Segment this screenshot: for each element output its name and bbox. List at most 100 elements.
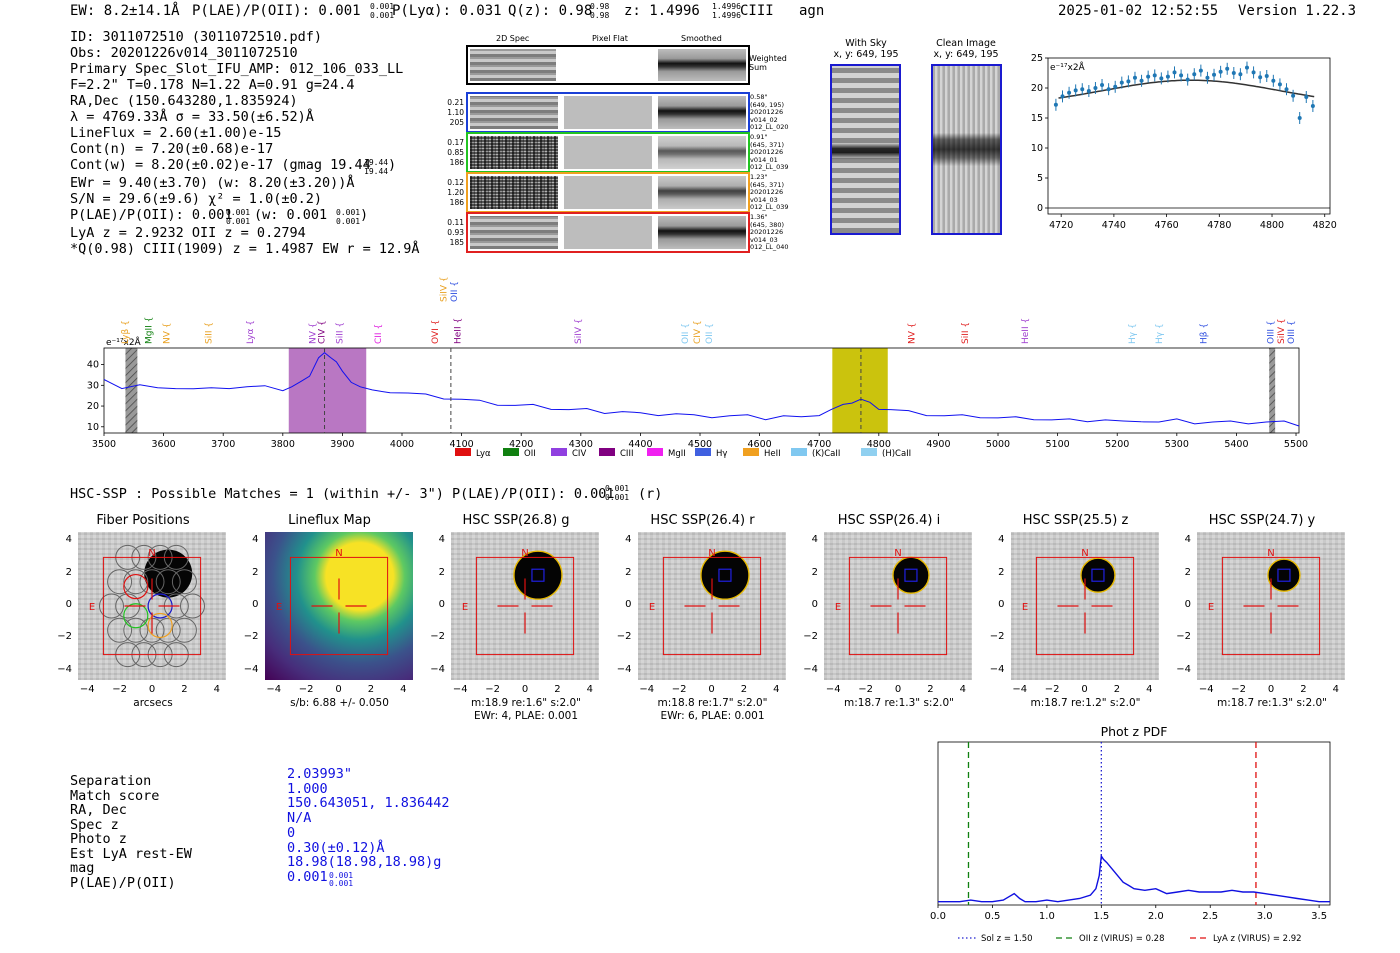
image-panel-caption-2: EWr: 4, PLAE: 0.001 — [473, 710, 579, 722]
panel-overlay: NE — [89, 544, 205, 668]
north-label: N — [708, 548, 715, 559]
panel-xtick-label: −2 — [298, 684, 314, 695]
spectrum-xtick-label: 4700 — [807, 439, 831, 450]
info-plae-a: P(LAE)/P(OII): 0.001 — [70, 207, 233, 223]
catalog-box — [904, 568, 918, 582]
match-label-lya-ew: Est LyA rest-EW — [70, 845, 192, 862]
match-label-score: Match score — [70, 787, 160, 804]
spectrum-legend-swatch — [743, 448, 759, 456]
panel-xtick-label: −4 — [1198, 684, 1214, 695]
linefit-point — [1100, 83, 1105, 87]
with-sky-xy: x, y: 649, 195 — [833, 49, 899, 60]
stamp-col-2dspec: 2D Spec — [496, 34, 530, 43]
stamp-row-4-note-e: 012_LL_040 — [750, 243, 789, 251]
panel-ytick-label: 0 — [252, 599, 259, 610]
hsc-title: HSC-SSP : Possible Matches = 1 (within +… — [70, 486, 615, 502]
spectrum-line-label: OIII { — [1266, 320, 1276, 344]
header-z-text: z: 1.4996 — [624, 3, 700, 19]
spectrum-line-label: CII { — [374, 324, 384, 344]
spectrum-xtick-label: 4100 — [450, 439, 474, 450]
panel-xtick-label: −2 — [112, 684, 127, 695]
header-bar: EW: 8.2±14.1Å P(LAE)/P(OII): 0.001 0.001… — [70, 2, 1400, 25]
panel-xtick-label: 2 — [1113, 684, 1121, 695]
info-plae-b-hi: 0.001 — [336, 208, 361, 217]
spectrum-line-label: NV { — [908, 323, 918, 344]
spectrum-line-label: OII { — [705, 323, 715, 344]
header-z: z: 1.4996 1.4996 1.4996 CIII agn — [624, 2, 824, 20]
linefit-point — [1165, 74, 1170, 79]
stamp-row-2-flat — [564, 136, 652, 169]
stamp-row-3-spec — [470, 176, 558, 209]
spectrum-xtick-label: 4500 — [688, 439, 712, 450]
hsc-title-lo: 0.001 — [605, 493, 630, 502]
linefit-point — [1139, 78, 1144, 83]
linefit-point — [1297, 116, 1302, 120]
stamp-row-3-note-a: 1.23" — [750, 173, 768, 181]
header-qz-lo: 0.98 — [590, 11, 610, 20]
panel-ytick-label: −4 — [243, 663, 259, 675]
spectrum-ytick-label: 10 — [87, 422, 99, 433]
image-panel-title: Lineflux Map — [288, 513, 371, 528]
source-blob — [144, 549, 193, 598]
north-label: N — [148, 548, 155, 559]
info-qline: *Q(0.98) CIII(1909) z = 1.4987 EW r = 12… — [70, 241, 420, 257]
match-label-separation: Separation — [70, 773, 152, 789]
fiber-highlight — [147, 612, 173, 639]
field-box — [1221, 556, 1321, 656]
field-box — [1035, 556, 1134, 656]
match-label-mag: mag — [70, 860, 95, 876]
spectrum-legend-swatch — [455, 448, 471, 456]
header-plae-text: P(LAE)/P(OII): 0.001 — [192, 3, 361, 19]
linefit-point — [1244, 65, 1249, 70]
photz-xtick-label: 1.5 — [1093, 911, 1109, 922]
stamp-row-4-label-b: 0.93 — [447, 228, 464, 237]
info-lya: LyA z = 2.9232 OII z = 0.2794 — [70, 225, 306, 241]
panel-overlay: NE — [835, 548, 948, 656]
linefit-point — [1119, 80, 1124, 85]
photz-frame — [937, 741, 1331, 906]
panel-ytick-label: 2 — [811, 566, 818, 578]
image-panel-caption: m:18.7 re:1.3" s:2.0" — [1217, 697, 1327, 709]
image-panel-title: HSC SSP(25.5) z — [1022, 513, 1129, 528]
stamp-row-2-smoothed — [658, 136, 746, 169]
image-panel-caption-2: EWr: 6, PLAE: 0.001 — [660, 710, 765, 722]
stamp-row-1-label-c: 205 — [449, 118, 464, 127]
panel-overlay: NE — [1208, 548, 1321, 656]
clean-image-title: Clean Image x, y: 649, 195 — [928, 38, 1004, 60]
match-value-mag: 18.98(18.98,18.98)g — [287, 854, 442, 871]
linefit-frame — [1047, 57, 1331, 215]
match-label-radec: RA, Dec — [70, 802, 127, 818]
spectrum-unit: e⁻¹⁷x2Å — [106, 336, 142, 348]
hsc-title-tail: (r) — [638, 486, 663, 502]
spectrum-masked-region — [1269, 348, 1276, 433]
panel-ytick-label: 2 — [1184, 566, 1191, 578]
spectrum-legend-label: MgII — [668, 449, 686, 459]
panel-ytick-label: 4 — [1184, 534, 1191, 546]
spectrum-xtick-label: 4200 — [509, 439, 533, 450]
source-aperture — [1079, 557, 1116, 593]
panel-xtick-label: 0 — [335, 684, 342, 695]
panel-xtick-label: 4 — [773, 684, 780, 695]
hsc-title-row: HSC-SSP : Possible Matches = 1 (within +… — [70, 484, 710, 506]
panel-xtick-label: 2 — [181, 684, 188, 695]
match-value-separation: 2.03993" — [287, 766, 353, 782]
spectrum-xtick-label: 4900 — [926, 439, 950, 450]
panel-xtick-label: 4 — [586, 684, 593, 695]
stamp-row-1-labels: 0.21 1.10 205 — [440, 98, 464, 128]
linefit-point — [1067, 90, 1072, 95]
spectrum-xtick-label: 5500 — [1284, 439, 1308, 450]
weighted-sum-row — [466, 45, 750, 85]
photz-xtick-label: 0.5 — [984, 911, 1000, 922]
linefit-point — [1264, 74, 1269, 78]
with-sky-label: With Sky — [845, 38, 887, 49]
panel-ytick-label: 2 — [65, 566, 72, 578]
clean-image-xy: x, y: 649, 195 — [933, 49, 999, 60]
panel-xtick-label: 0 — [521, 684, 529, 695]
panel-ytick-label: −4 — [1176, 663, 1191, 675]
hsc-title-hi: 0.001 — [605, 484, 630, 493]
fiber-circle — [107, 617, 133, 643]
panel-overlay: NE — [648, 548, 761, 656]
linefit-point — [1304, 95, 1309, 99]
stamp-row-2-note-e: 012_LL_039 — [750, 163, 789, 171]
spectrum-legend-label: Hγ — [716, 449, 727, 459]
